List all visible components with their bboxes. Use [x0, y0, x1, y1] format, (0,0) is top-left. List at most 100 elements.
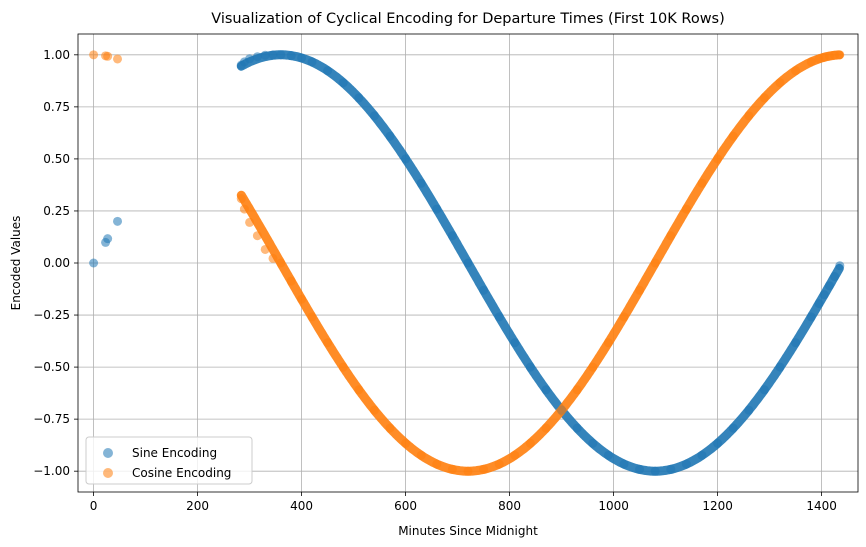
sine-point — [791, 338, 801, 348]
cosine-point — [463, 466, 473, 476]
legend-marker-cosine — [103, 468, 113, 478]
cosine-point — [728, 131, 738, 141]
x-tick-label: 400 — [290, 499, 313, 513]
cosine-point — [791, 66, 801, 76]
cosine-point — [635, 285, 645, 295]
cosine-point — [385, 423, 395, 433]
cosine-point — [572, 385, 582, 395]
legend-marker-sine — [103, 448, 113, 458]
sine-point — [286, 51, 296, 61]
sine-point — [479, 285, 489, 295]
sine-point — [541, 385, 551, 395]
cosine-point — [239, 204, 249, 214]
cosine-point — [557, 405, 567, 415]
cosine-point — [713, 154, 723, 164]
cosine-point — [432, 459, 442, 469]
sine-point — [252, 52, 262, 62]
cosine-point — [252, 231, 262, 241]
legend-box — [85, 436, 253, 485]
sine-point — [494, 312, 504, 322]
y-tick-label: 0.50 — [43, 152, 70, 166]
sine-point — [525, 362, 535, 372]
sine-point — [103, 234, 113, 244]
sine-point — [338, 78, 348, 88]
sine-point — [835, 261, 845, 271]
x-tick-label: 1000 — [598, 499, 629, 513]
sine-point — [401, 154, 411, 164]
sine-point — [650, 466, 660, 476]
data-points — [89, 50, 845, 476]
sine-point — [268, 50, 278, 60]
sine-point — [354, 93, 364, 103]
y-tick-label: −0.50 — [33, 360, 70, 374]
y-axis-label: Encoded Values — [9, 216, 23, 311]
sine-point — [572, 423, 582, 433]
cosine-point — [619, 312, 629, 322]
cosine-point — [260, 244, 270, 254]
cosine-point — [245, 217, 255, 227]
cosine-point — [650, 258, 660, 268]
cosine-point — [806, 57, 816, 67]
cosine-point — [416, 450, 426, 460]
sine-point — [89, 258, 99, 268]
cosine-point — [541, 423, 551, 433]
cosine-point — [759, 93, 769, 103]
cosine-point — [401, 438, 411, 448]
sine-point — [260, 50, 270, 60]
cosine-series — [89, 50, 845, 476]
cosine-point — [479, 464, 489, 474]
sine-point — [447, 231, 457, 241]
sine-point — [369, 111, 379, 121]
y-tick-label: 0.75 — [43, 100, 70, 114]
sine-point — [806, 312, 816, 322]
sine-series — [89, 50, 845, 476]
x-axis-label: Minutes Since Midnight — [398, 524, 538, 538]
sine-point — [635, 464, 645, 474]
cosine-point — [268, 253, 278, 263]
cosine-point — [89, 50, 99, 60]
cosine-point — [681, 204, 691, 214]
sine-point — [432, 204, 442, 214]
legend-label-cosine: Cosine Encoding — [132, 466, 231, 480]
y-tick-label: −0.75 — [33, 412, 70, 426]
cosine-point — [588, 362, 598, 372]
x-axis-ticks: 0 200 400 600 800 1000 1200 1400 — [90, 492, 837, 513]
cosine-point — [354, 385, 364, 395]
cosine-point — [775, 78, 785, 88]
x-tick-label: 200 — [186, 499, 209, 513]
cosine-point — [494, 459, 504, 469]
x-tick-label: 1200 — [702, 499, 733, 513]
y-axis-ticks: −1.00 −0.75 −0.50 −0.25 0.00 0.25 0.50 0.75 1.00 — [33, 48, 78, 478]
cosine-point — [286, 276, 296, 286]
sine-point — [824, 281, 834, 291]
sine-point — [588, 438, 598, 448]
y-tick-label: 0.00 — [43, 256, 70, 270]
cosine-point — [835, 50, 845, 60]
cosine-point — [510, 450, 520, 460]
y-tick-label: 1.00 — [43, 48, 70, 62]
sine-point — [697, 450, 707, 460]
cosine-point — [603, 338, 613, 348]
x-tick-label: 0 — [90, 499, 98, 513]
sine-point — [830, 272, 840, 282]
sine-point — [775, 362, 785, 372]
x-tick-label: 800 — [498, 499, 521, 513]
cosine-point — [113, 54, 123, 64]
cosine-point — [297, 294, 307, 304]
sine-point — [245, 54, 255, 64]
sine-point — [307, 57, 317, 67]
legend: Sine Encoding Cosine Encoding — [85, 436, 253, 485]
cosine-point — [697, 178, 707, 188]
chart-title: Visualization of Cyclical Encoding for D… — [211, 11, 725, 27]
sine-point — [603, 450, 613, 460]
y-tick-label: −0.25 — [33, 308, 70, 322]
sine-point — [728, 423, 738, 433]
x-tick-label: 600 — [394, 499, 417, 513]
cosine-point — [369, 405, 379, 415]
sine-point — [113, 216, 123, 226]
y-tick-label: −1.00 — [33, 464, 70, 478]
sine-point — [297, 53, 307, 63]
sine-point — [814, 299, 824, 309]
cosine-point — [666, 231, 676, 241]
